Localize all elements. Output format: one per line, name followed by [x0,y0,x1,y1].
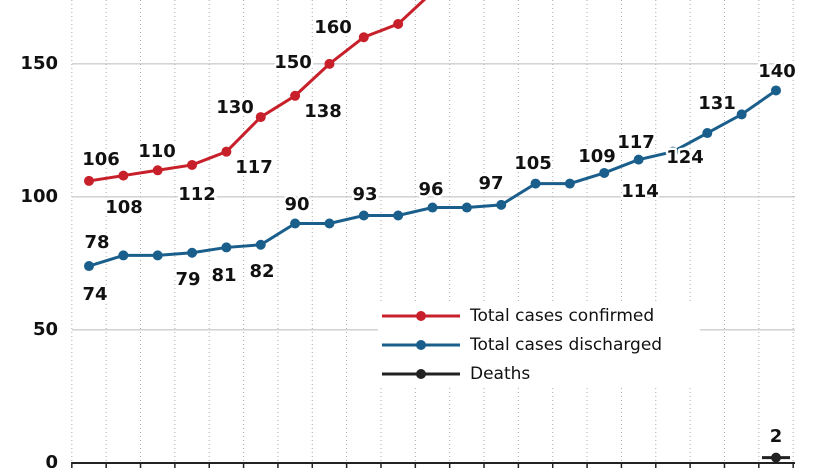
point [324,58,335,69]
data-label: 97 [478,173,503,194]
data-label: 109 [578,146,616,167]
data-label: 117 [235,157,273,178]
data-label: 114 [621,181,659,202]
point [255,112,266,123]
point [118,250,129,261]
y-tick-label: 50 [33,319,58,340]
point [187,247,198,258]
y-tick-label: 150 [20,53,58,74]
series [84,85,781,272]
legend-label: Total cases confirmed [469,306,654,326]
point [461,202,472,213]
data-label: 93 [352,184,377,205]
point [599,167,610,178]
point [496,199,507,210]
data-label: 117 [617,132,655,153]
data-label: 78 [84,232,109,253]
data-label: 74 [82,284,107,305]
point [290,90,301,101]
point [221,242,232,253]
data-label: 96 [418,179,443,200]
point [255,239,266,250]
point [358,210,369,221]
point [118,170,129,181]
point [152,165,163,176]
data-label: 112 [178,184,216,205]
y-tick-label: 100 [20,186,58,207]
data-label: 2 [770,426,783,447]
data-label: 90 [284,194,309,215]
point [187,159,198,170]
point [358,32,369,43]
point [633,154,644,165]
data-label: 79 [175,269,200,290]
data-label: 106 [82,149,120,170]
data-label: 81 [211,265,236,286]
point [530,178,541,189]
point [667,146,678,157]
point [736,109,747,120]
point [427,202,438,213]
point [84,261,94,272]
point [564,178,575,189]
data-label: 140 [758,61,796,82]
point [290,218,301,229]
data-label: 108 [105,197,143,218]
data-label: 160 [314,17,352,38]
data-label: 82 [249,261,274,282]
data-label: 138 [304,101,342,122]
data-label: 105 [514,153,552,174]
legend-dot [416,311,426,321]
data-label: 110 [138,141,176,162]
point [771,85,781,96]
point [152,250,163,261]
legend-dot [416,340,426,350]
point [393,18,404,29]
data-label: 124 [666,147,704,168]
point [393,210,404,221]
legend-label: Deaths [470,364,530,384]
series [84,0,427,186]
point [84,175,94,186]
point [702,128,713,139]
data-label: 130 [216,97,254,118]
y-tick-label: 0 [45,452,58,468]
point [324,218,335,229]
legend-label: Total cases discharged [469,335,662,355]
point [221,146,232,157]
data-label: 131 [698,93,736,114]
legend-dot [416,369,426,379]
data-label: 150 [274,52,312,73]
